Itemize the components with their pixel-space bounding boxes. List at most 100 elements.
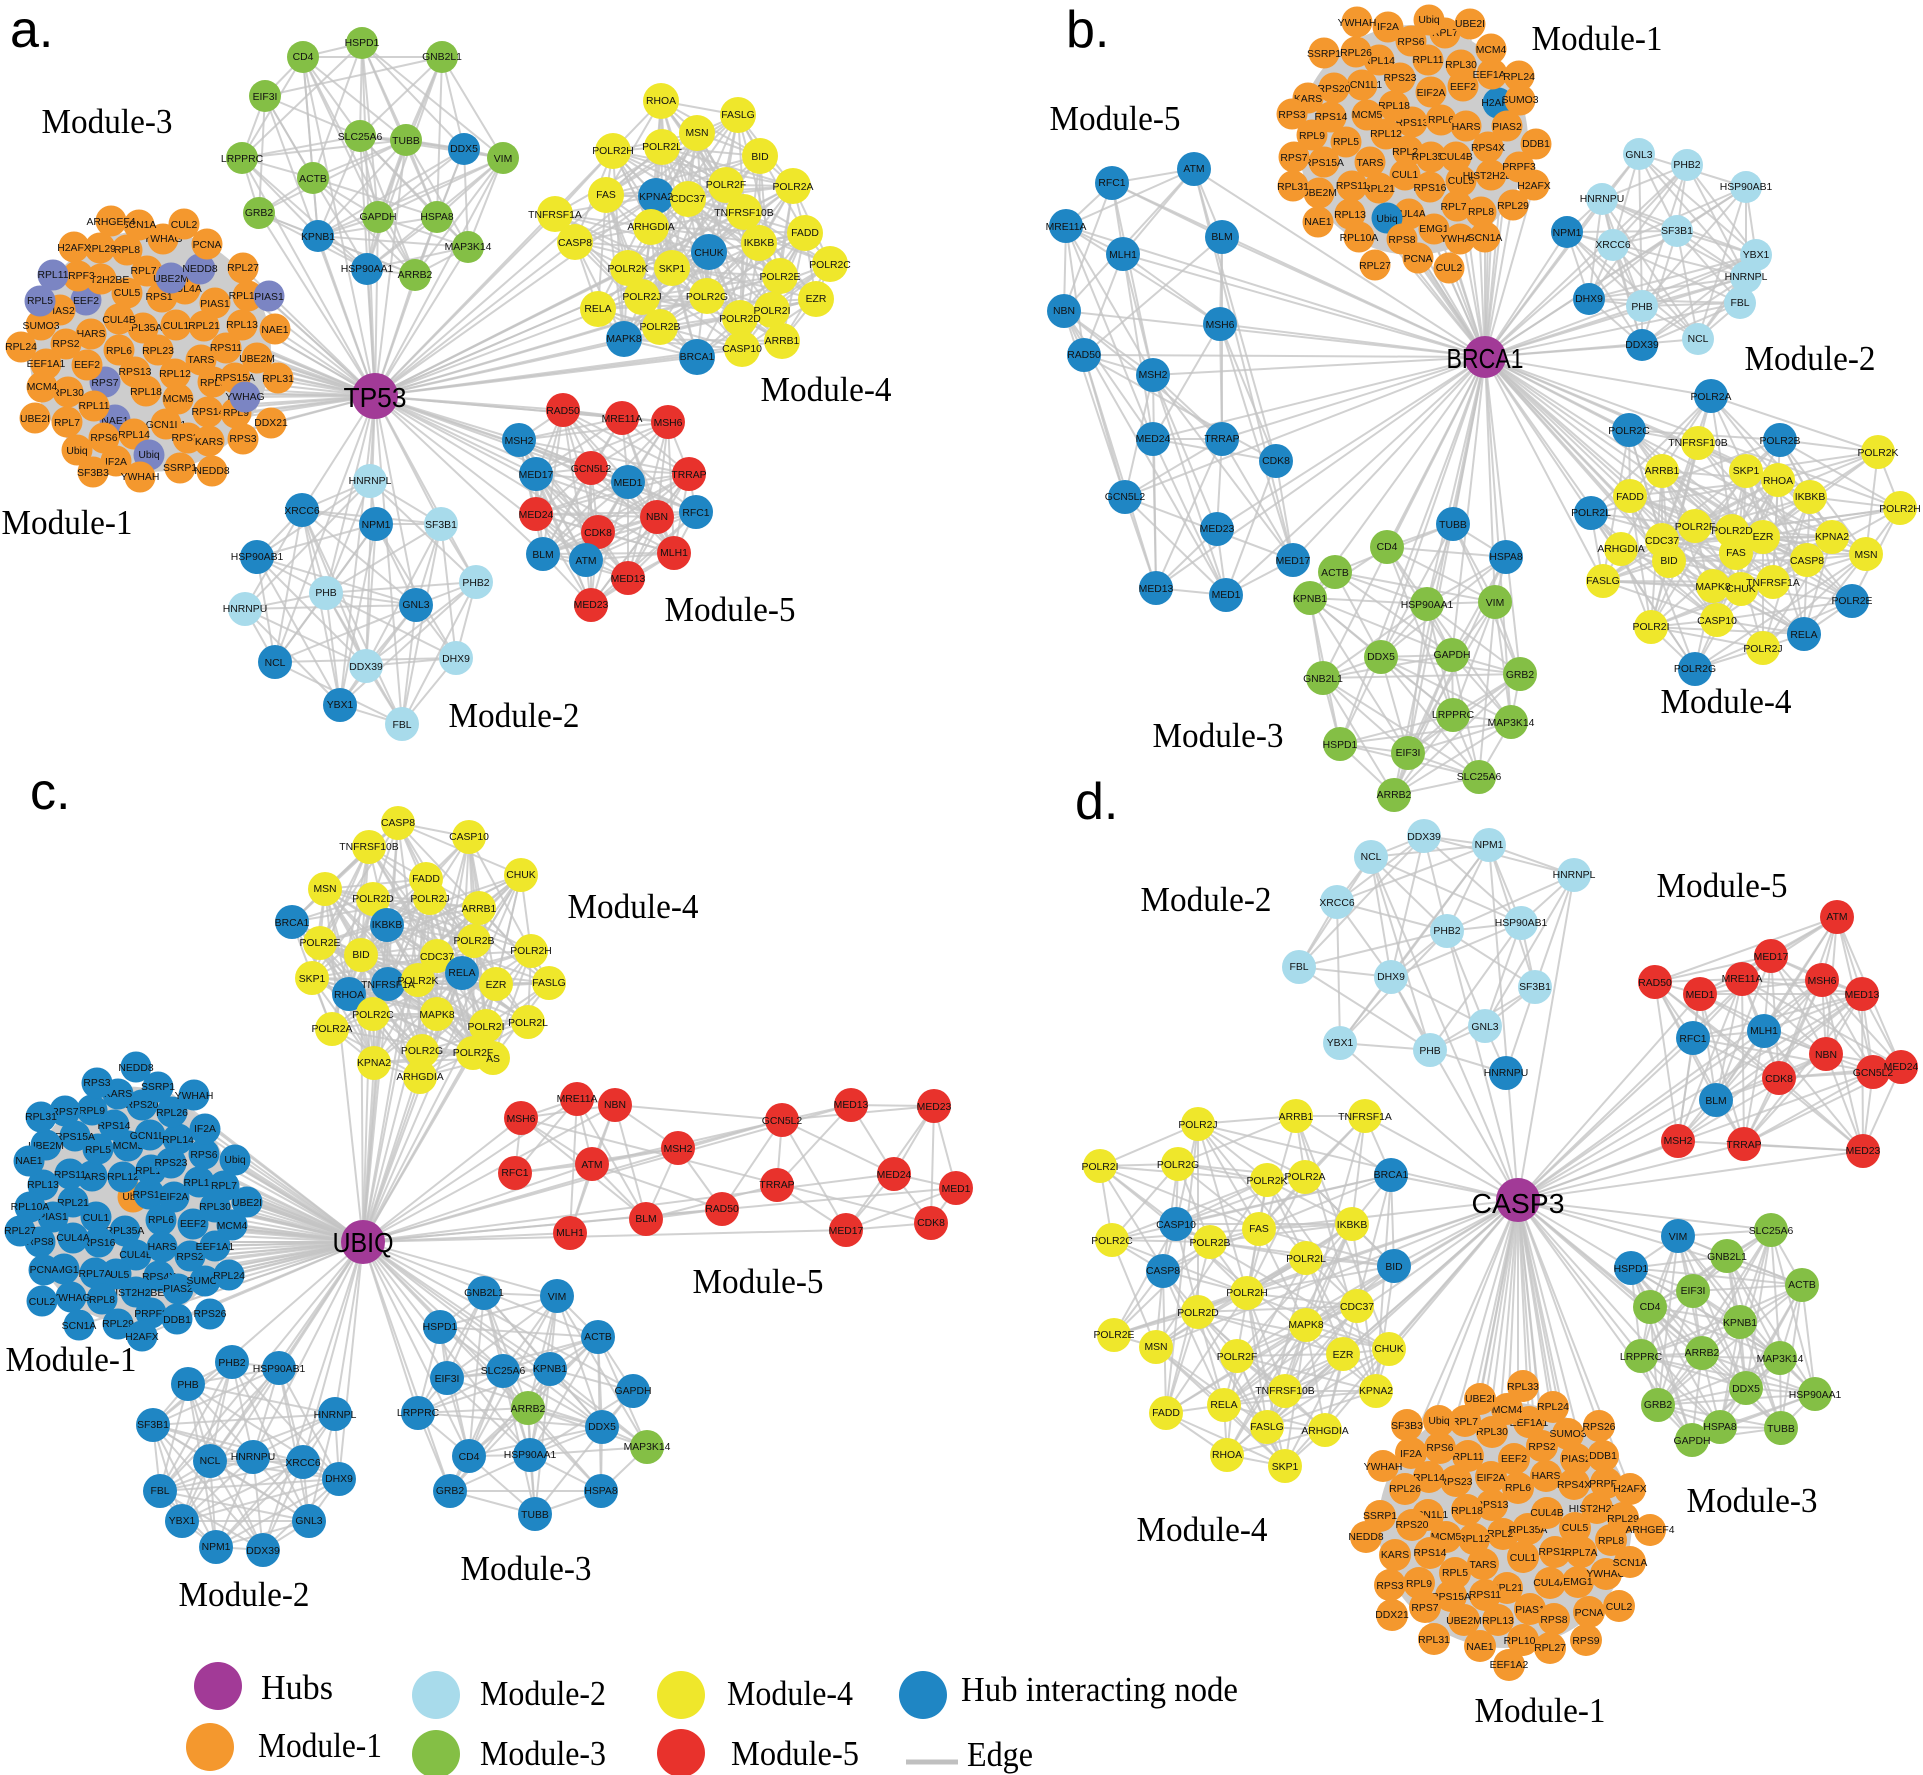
svg-text:RPS20: RPS20 [1318, 84, 1351, 95]
svg-text:RPL14: RPL14 [1363, 56, 1395, 67]
svg-text:RPL35A: RPL35A [1509, 1525, 1548, 1536]
svg-text:XRCC6: XRCC6 [284, 506, 319, 517]
svg-text:GCN5L2: GCN5L2 [1105, 492, 1146, 503]
svg-text:DDX5: DDX5 [1367, 652, 1395, 663]
svg-text:RPS3: RPS3 [1278, 110, 1305, 121]
svg-text:DDX39: DDX39 [1407, 832, 1441, 843]
svg-text:MED24: MED24 [1884, 1062, 1919, 1073]
svg-text:POLR2G: POLR2G [1674, 664, 1716, 675]
svg-text:CD4: CD4 [293, 52, 314, 63]
svg-text:DDX21: DDX21 [254, 418, 288, 429]
svg-text:GCN5L2: GCN5L2 [571, 464, 612, 475]
svg-text:SSRP1: SSRP1 [1307, 49, 1341, 60]
svg-text:MCM5: MCM5 [1431, 1532, 1462, 1543]
svg-text:EZR: EZR [806, 294, 827, 305]
svg-text:POLR2A: POLR2A [772, 182, 813, 193]
svg-text:NPM1: NPM1 [202, 1542, 231, 1553]
svg-text:KPNB1: KPNB1 [1723, 1318, 1757, 1329]
svg-text:RPL5: RPL5 [200, 378, 226, 389]
svg-text:RPS11: RPS11 [54, 1170, 86, 1181]
svg-text:RPL29: RPL29 [102, 1319, 134, 1330]
svg-text:MED23: MED23 [917, 1102, 952, 1113]
svg-text:EEF1A1: EEF1A1 [27, 359, 66, 370]
svg-text:RPL7A: RPL7A [79, 1269, 112, 1280]
svg-text:KPNA2: KPNA2 [1815, 532, 1849, 543]
svg-text:FBL: FBL [392, 720, 411, 731]
svg-text:RPS6: RPS6 [190, 1150, 217, 1161]
svg-text:RPL7: RPL7 [1452, 1417, 1478, 1428]
svg-text:NEDD8: NEDD8 [1348, 1532, 1383, 1543]
svg-text:RPL8: RPL8 [89, 1295, 115, 1306]
svg-text:RPS3: RPS3 [1376, 1581, 1403, 1592]
svg-text:RPL18: RPL18 [135, 1166, 167, 1177]
svg-text:POLR2E: POLR2E [299, 938, 340, 949]
svg-text:FASLG: FASLG [1250, 1422, 1284, 1433]
svg-text:EEF1A2: EEF1A2 [1490, 1660, 1529, 1671]
svg-text:TNFRSF10B: TNFRSF10B [1255, 1386, 1315, 1397]
svg-text:ARRB2: ARRB2 [511, 1404, 546, 1415]
svg-text:RPL35A: RPL35A [124, 323, 163, 334]
svg-text:Module-4: Module-4 [727, 1674, 853, 1713]
svg-text:RPS20: RPS20 [172, 433, 205, 444]
svg-text:RPL11: RPL11 [38, 270, 69, 281]
svg-text:SKP1: SKP1 [1272, 1462, 1299, 1473]
svg-text:RPS9: RPS9 [1572, 1636, 1599, 1647]
svg-text:MED23: MED23 [1200, 524, 1235, 535]
svg-text:SF3B1: SF3B1 [1519, 982, 1551, 993]
svg-text:FADD: FADD [791, 228, 819, 239]
svg-text:KARS: KARS [104, 1089, 132, 1100]
svg-text:RPL31: RPL31 [262, 374, 294, 385]
svg-text:CDC37: CDC37 [420, 952, 454, 963]
svg-text:ARRB2: ARRB2 [1377, 790, 1412, 801]
svg-text:MCM4: MCM4 [1476, 45, 1507, 56]
svg-text:EEF2: EEF2 [73, 296, 99, 307]
svg-text:AS: AS [486, 1054, 500, 1065]
svg-text:YWHAH: YWHAH [121, 472, 160, 483]
svg-text:MCM4: MCM4 [1492, 1405, 1523, 1416]
svg-text:RPS4X: RPS4X [142, 1272, 176, 1283]
svg-text:MED17: MED17 [1276, 556, 1311, 567]
svg-text:HSPD1: HSPD1 [1614, 1264, 1649, 1275]
svg-text:RPL6: RPL6 [106, 346, 132, 357]
svg-text:RPL9: RPL9 [79, 1106, 105, 1117]
svg-text:RPS4X: RPS4X [1557, 1480, 1591, 1491]
svg-text:PRPF3: PRPF3 [1589, 1479, 1623, 1490]
svg-text:CDC37: CDC37 [1645, 536, 1679, 547]
svg-text:RELA: RELA [584, 304, 611, 315]
svg-text:RPL7: RPL7 [54, 418, 80, 429]
svg-text:FASLG: FASLG [532, 978, 566, 989]
svg-text:MCM5: MCM5 [1352, 110, 1383, 121]
svg-text:SLC25A6: SLC25A6 [338, 132, 383, 143]
svg-text:TUBB: TUBB [1439, 520, 1467, 531]
svg-text:RPL31: RPL31 [1277, 182, 1309, 193]
svg-text:RELA: RELA [1790, 630, 1817, 641]
svg-text:GNB2L1: GNB2L1 [422, 52, 462, 63]
svg-text:SLC25A6: SLC25A6 [481, 1366, 526, 1377]
svg-text:DHX9: DHX9 [1377, 972, 1405, 983]
svg-text:RPL9: RPL9 [1406, 1579, 1432, 1590]
svg-text:LRPPRC: LRPPRC [397, 1408, 440, 1419]
svg-text:RPL35A: RPL35A [1412, 152, 1451, 163]
svg-text:CUL1: CUL1 [1392, 170, 1419, 181]
svg-text:Module-1: Module-1 [1532, 19, 1663, 58]
svg-text:SSRP1: SSRP1 [163, 463, 197, 474]
svg-text:UBE2M: UBE2M [239, 354, 275, 365]
svg-text:RPL24: RPL24 [5, 342, 37, 353]
svg-text:RPL11: RPL11 [184, 1178, 215, 1189]
svg-text:UBE2I: UBE2I [1465, 1394, 1495, 1405]
svg-text:RPS7: RPS7 [91, 378, 118, 389]
svg-text:TNFRSF10B: TNFRSF10B [714, 208, 774, 219]
svg-text:HSP90AB1: HSP90AB1 [253, 1364, 306, 1375]
svg-text:XRCC6: XRCC6 [1319, 898, 1354, 909]
svg-text:MAP3K14: MAP3K14 [445, 242, 492, 253]
svg-text:DHX9: DHX9 [442, 654, 470, 665]
svg-text:TRRAP: TRRAP [671, 470, 706, 481]
svg-text:ARRB1: ARRB1 [1279, 1112, 1314, 1123]
svg-text:IKBKB: IKBKB [744, 238, 775, 249]
svg-text:RPL10A: RPL10A [1340, 233, 1379, 244]
svg-text:DDX39: DDX39 [246, 1546, 280, 1557]
svg-text:POLR2F: POLR2F [453, 1048, 493, 1059]
svg-text:GNB2L1: GNB2L1 [1707, 1252, 1747, 1263]
svg-text:FADD: FADD [412, 874, 440, 885]
svg-text:SCN1A: SCN1A [1468, 233, 1503, 244]
